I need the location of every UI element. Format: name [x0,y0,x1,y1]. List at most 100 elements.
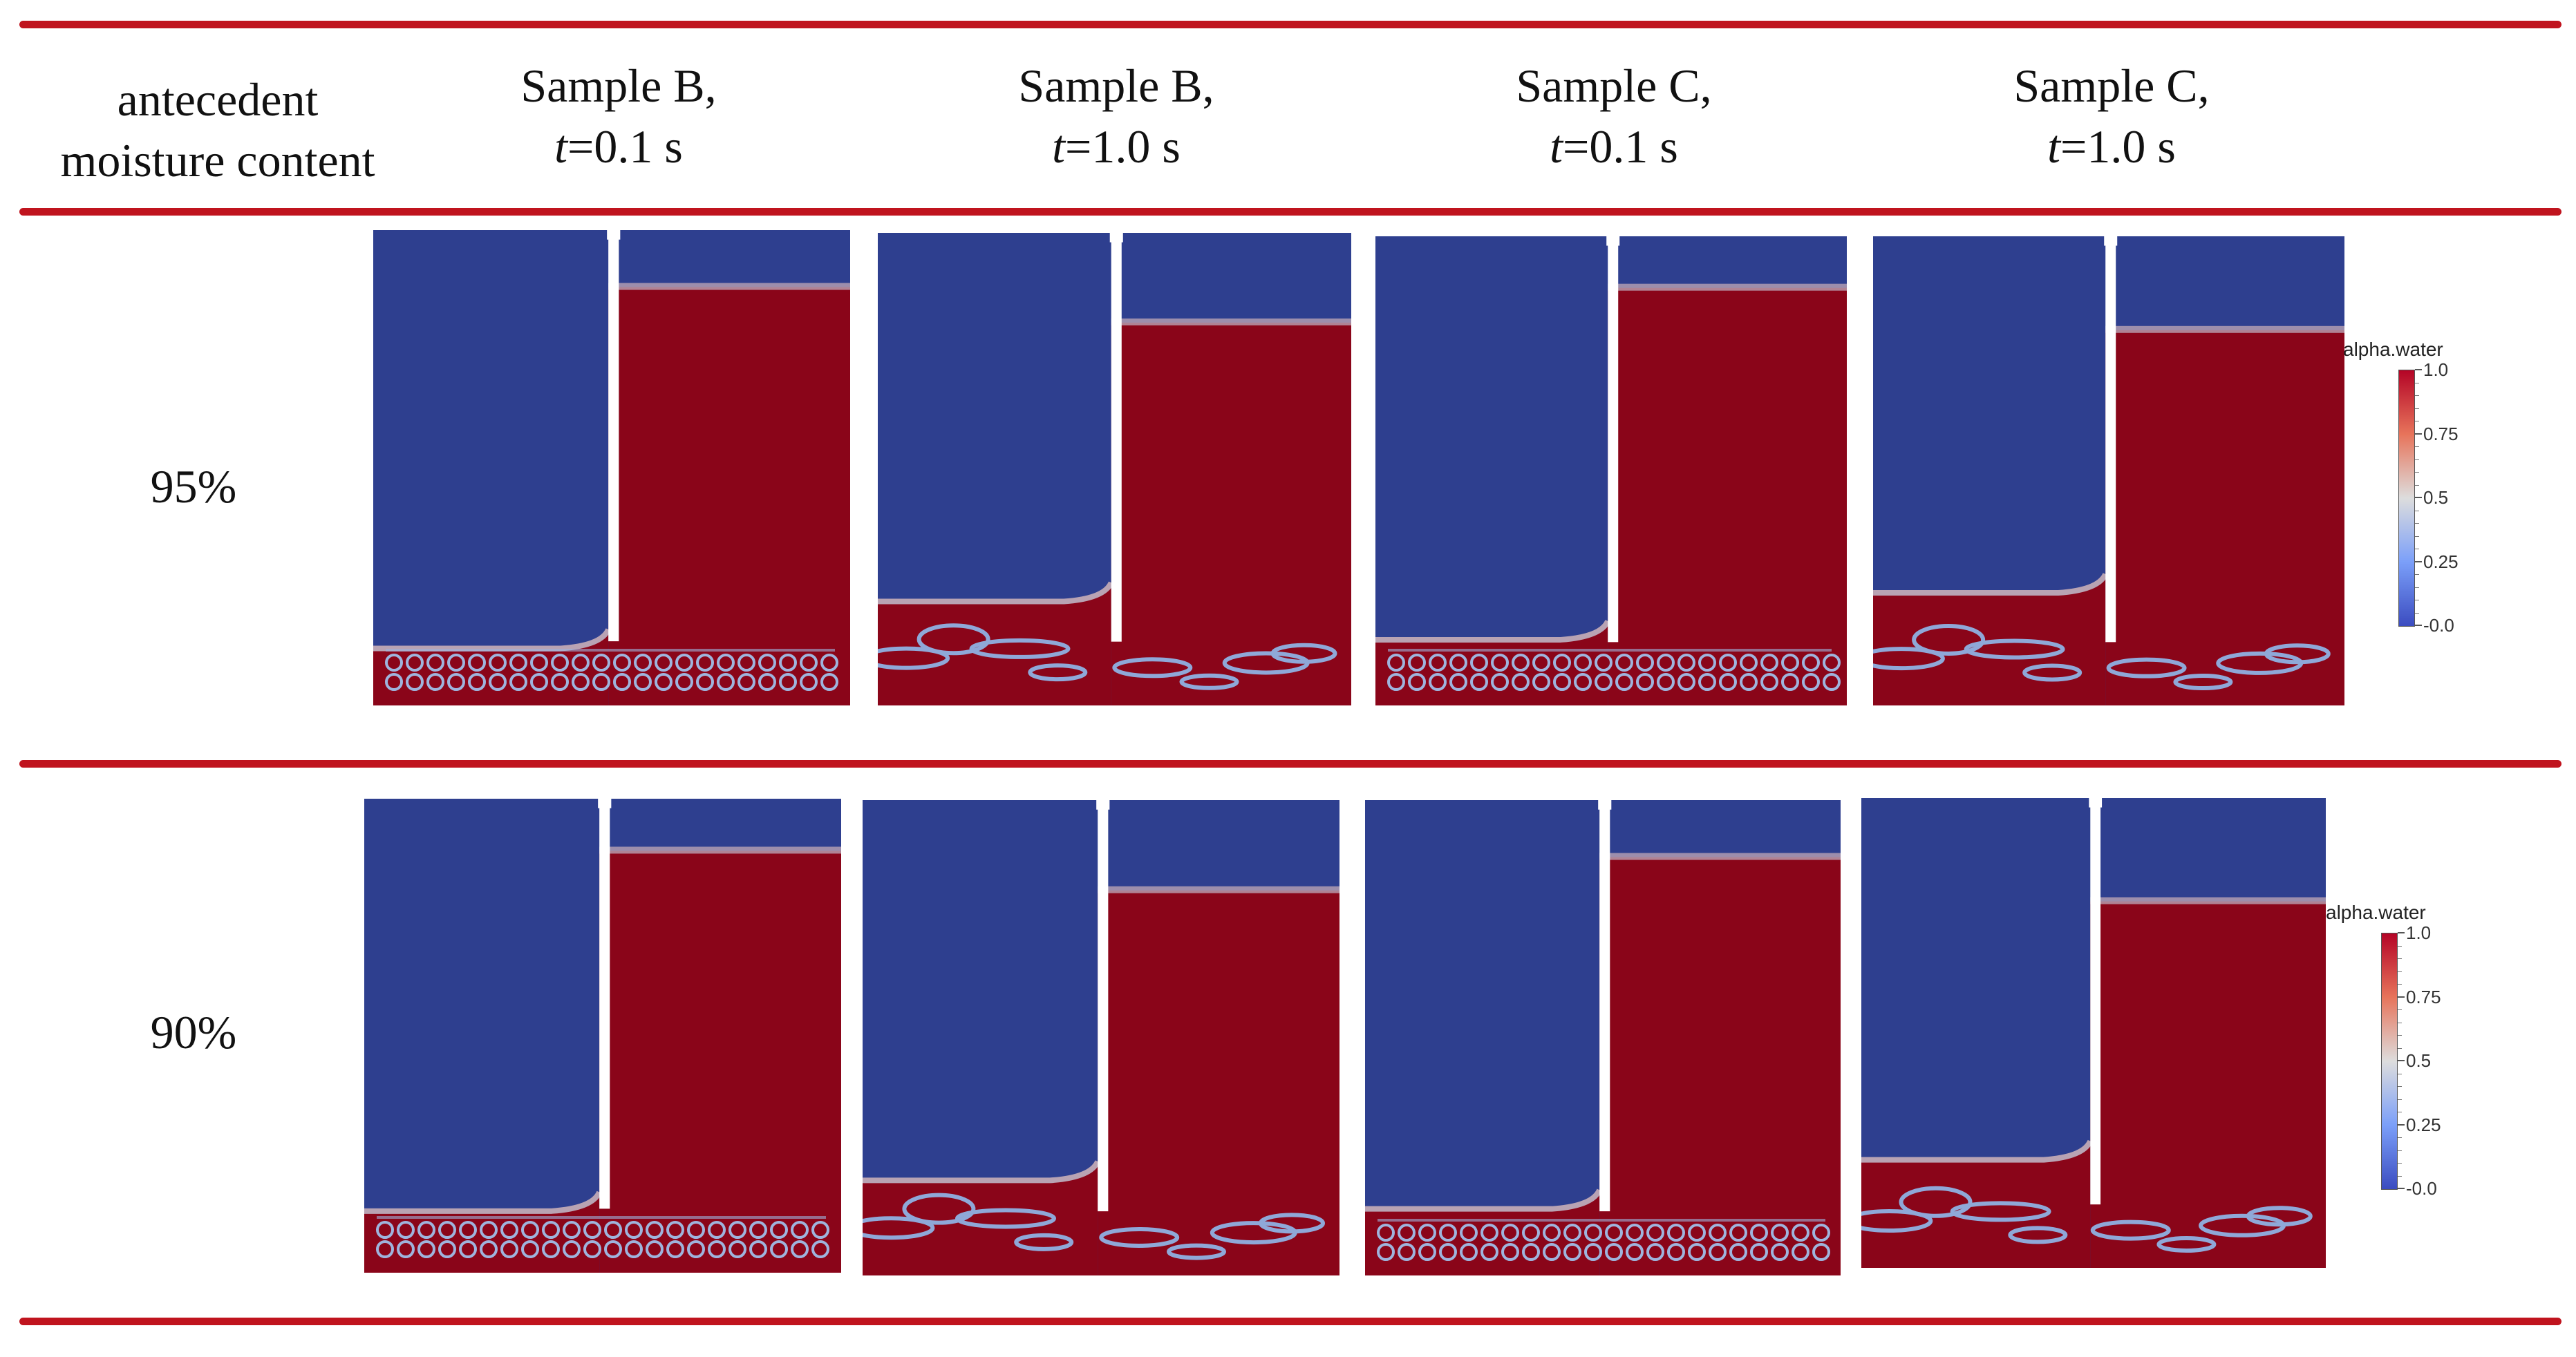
colorbar-tick-label: -0.0 [2406,1178,2437,1199]
sediment-interface [1365,1188,1602,1212]
colorbar-tick-label: 0.75 [2406,986,2441,1007]
soil-particle [779,654,797,672]
soil-particle [1480,1224,1498,1242]
soil-particle [675,654,693,672]
soil-particle [1439,1243,1457,1261]
air-pocket [1950,1201,2051,1222]
soil-particle [406,673,424,691]
soil-particle [489,654,507,672]
soil-particle [480,1240,498,1258]
colorbar-tick-label: 1.0 [2423,359,2449,380]
column-header-line1: Sample C, [1516,59,1712,112]
air-pocket [2008,1226,2068,1244]
top-rule [19,21,2561,28]
soil-particle [666,1221,684,1239]
colorbar-title: alpha.water [2326,902,2426,923]
colorbar-minor-tick [2415,408,2419,409]
colorbar-minor-tick [2398,1150,2402,1151]
colorbar-minor-tick [2398,984,2402,985]
colorbar-tick-label: 0.25 [2423,551,2459,572]
soil-particle [1781,673,1799,691]
water-surface [2105,325,2344,333]
air-pocket [1179,673,1239,690]
soil-particles [376,1216,829,1258]
soil-particle [417,1221,435,1239]
column-header-2: Sample B, t=1.0 s [943,55,1289,177]
soil-particle [666,1240,684,1258]
soil-particle [542,1221,560,1239]
soil-particle [438,1221,456,1239]
soil-particle [687,1240,705,1258]
simulation-panel-90-c-0.1 [1365,800,1841,1275]
water-surface [1599,853,1841,860]
soil-particle [820,654,838,672]
soil-particle [1709,1243,1727,1261]
air-pocket [1259,1213,1325,1234]
soil-particle [737,654,755,672]
sediment-interface [1375,619,1610,643]
soil-particle [530,654,548,672]
soil-particle [572,673,590,691]
row-label-header-line1: antecedent [117,73,319,126]
column-header-4: Sample C, t=1.0 s [1939,55,2284,177]
bottom-rule [19,1318,2561,1325]
soil-particle [1595,673,1613,691]
time-variable: t [1550,120,1563,173]
row-label-90: 90% [150,1006,237,1059]
colorbar-tick-label: 0.5 [2423,487,2449,508]
air-pocket [1861,1209,1933,1233]
water-column [2090,901,2326,1268]
soil-particle [811,1221,829,1239]
simulation-panel-90-b-0.1 [364,799,841,1273]
simulation-panel-95-b-0.1 [373,230,850,705]
soil-particle [1522,1243,1540,1261]
colorbar-minor-tick [2398,958,2402,959]
water-column [2105,330,2344,705]
soil-particle [1719,654,1737,672]
soil-particle [708,1240,726,1258]
air-pocket [955,1208,1056,1229]
colorbar-minor-tick [2398,1086,2402,1087]
soil-particle [634,673,652,691]
soil-particle [1429,673,1447,691]
soil-particle [489,673,507,691]
time-variable: t [1052,120,1066,173]
soil-particle [583,1240,601,1258]
soil-particle [737,673,755,691]
soil-particle [500,1240,518,1258]
water-column [1608,287,1847,705]
soil-particle [447,654,465,672]
soil-particle [1470,673,1488,691]
soil-particle [791,1221,809,1239]
time-value: =0.1 s [1563,120,1678,173]
soil-particle [572,654,590,672]
pore-channel [1388,649,1832,652]
colorbar-tick-mark [2415,497,2422,498]
soil-particle [1615,673,1633,691]
sediment-interface [1873,572,2108,596]
wall-cap [607,230,621,240]
soil-particle [1605,1224,1623,1242]
air-pocket [2173,674,2233,691]
soil-particle [1781,654,1799,672]
column-header-line1: Sample B, [520,59,717,112]
soil-particles [863,1193,1325,1260]
colorbar-minor-tick [2398,1137,2402,1138]
air-pocket [1270,643,1337,664]
soil-particle [551,654,569,672]
colorbar-minor-tick [2398,1009,2402,1010]
simulation-panel-90-c-1.0 [1861,798,2326,1268]
soil-particle [1719,673,1737,691]
column-header-1: Sample B, t=0.1 s [446,55,791,177]
soil-particle [1740,673,1758,691]
soil-particle [800,654,818,672]
sediment-interface [364,1190,602,1214]
soil-particle [1657,673,1675,691]
colorbar-minor-tick [2398,945,2402,947]
colorbar-minor-tick [2398,1163,2402,1164]
divider-wall [1608,236,1619,643]
water-column [608,287,850,705]
pore-channel [386,649,835,652]
colorbar-minor-tick [2415,535,2419,537]
colorbar-tick-label: 1.0 [2406,922,2432,943]
